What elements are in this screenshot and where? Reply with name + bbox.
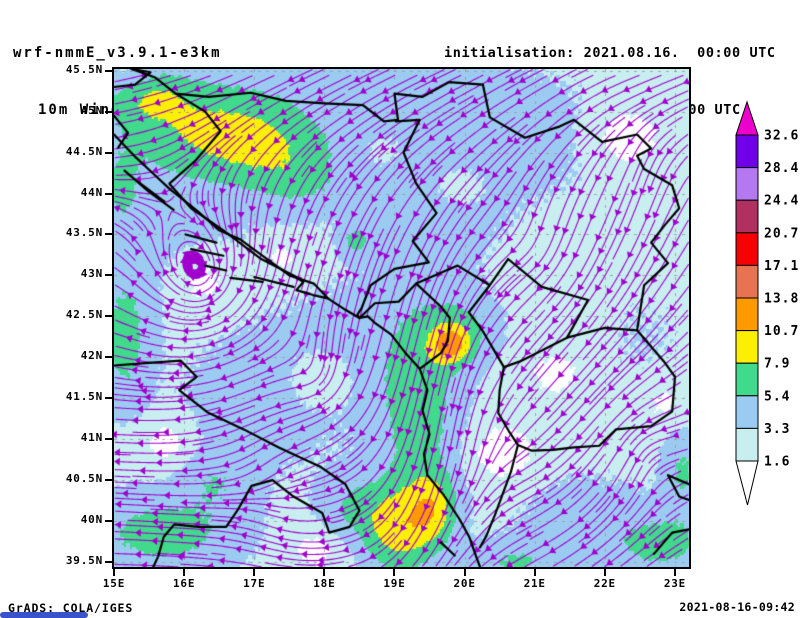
init-time-label: initialisation: 2021.08.16. 00:00 UTC [444, 45, 776, 61]
colorbar-segment [735, 232, 759, 266]
colorbar-taper-bottom [735, 460, 759, 506]
lat-tick-label: 43.5N [65, 226, 103, 240]
lat-tick-label: 40N [80, 513, 103, 527]
lon-tick [393, 569, 396, 576]
lon-tick-label: 15E [102, 577, 126, 590]
colorbar-tick-label: 13.8 [764, 292, 799, 307]
lat-tick-label: 44N [80, 185, 103, 199]
lon-tick [253, 569, 256, 576]
lat-tick-label: 41N [80, 431, 103, 445]
lat-tick [105, 479, 112, 482]
lat-tick [105, 520, 112, 523]
lon-tick-label: 20E [453, 577, 476, 590]
lat-tick [105, 151, 112, 154]
colorbar-segment [735, 330, 759, 364]
lat-tick-label: 43N [80, 267, 103, 281]
map-frame [112, 67, 691, 569]
colorbar-tick-label: 3.3 [764, 422, 790, 437]
colorbar-tick-label: 17.1 [764, 259, 799, 274]
colorbar-segment [735, 427, 759, 462]
colorbar-segment [735, 362, 759, 397]
colorbar-segment [735, 199, 759, 234]
lon-tick [463, 569, 466, 576]
lon-tick [323, 569, 326, 576]
lon-tick [113, 569, 115, 576]
lat-tick-label: 44.5N [65, 144, 103, 158]
lon-tick-label: 16E [172, 577, 196, 590]
lat-tick [105, 233, 112, 236]
colorbar-tick-label: 10.7 [764, 324, 799, 339]
lon-tick-label: 22E [593, 577, 616, 590]
lon-tick [603, 569, 606, 576]
colorbar-tick-label: 32.6 [764, 129, 799, 144]
lat-tick-label: 45.5N [65, 62, 103, 76]
colorbar-tick-label: 7.9 [764, 357, 790, 372]
grads-credit: GrADS: COLA/IGES [8, 601, 134, 615]
lat-tick-label: 42N [80, 349, 103, 363]
lat-tick-label: 42.5N [65, 308, 103, 322]
lon-tick-label: 23E [663, 577, 687, 590]
lat-tick [105, 192, 112, 195]
creation-timestamp: 2021-08-16-09:42 [679, 600, 795, 614]
colorbar-arrow-top [735, 100, 759, 136]
lat-tick [105, 438, 112, 441]
colorbar: 32.6 28.4 24.4 20.7 17.1 13.8 10.7 7.9 5.4 3.3 1.6 [735, 100, 799, 506]
lon-tick-label: 21E [523, 577, 546, 590]
lat-tick-label: 39.5N [65, 554, 103, 568]
wind-streamline-map-canvas [114, 69, 689, 567]
lat-tick-label: 45N [80, 103, 103, 117]
bottom-left-accent-bar [0, 612, 88, 618]
lon-tick [183, 569, 186, 576]
colorbar-segment [735, 167, 759, 201]
lat-tick-label: 41.5N [65, 390, 103, 404]
lon-tick [673, 569, 676, 576]
lat-tick [105, 69, 112, 72]
colorbar-tick-label: 5.4 [764, 389, 790, 404]
lon-tick-label: 18E [313, 577, 336, 590]
colorbar-tick-label: 24.4 [764, 194, 799, 209]
lat-tick [105, 356, 112, 359]
lat-tick [105, 315, 112, 318]
colorbar-tick-label: 1.6 [764, 455, 790, 470]
lat-tick [105, 274, 112, 277]
colorbar-segment [735, 264, 759, 299]
colorbar-segment [735, 134, 759, 169]
lon-tick-label: 17E [243, 577, 266, 590]
model-name: wrf-nmmE_v3.9.1-e3km [13, 45, 222, 61]
lat-tick-label: 40.5N [65, 472, 103, 486]
colorbar-segment [735, 297, 759, 332]
colorbar-tick-label: 20.7 [764, 226, 799, 241]
colorbar-segment [735, 395, 759, 429]
lon-tick-label: 19E [383, 577, 406, 590]
colorbar-tick-label: 28.4 [764, 161, 799, 176]
lon-tick [533, 569, 536, 576]
lat-tick [105, 110, 112, 113]
lat-tick [105, 561, 112, 564]
lat-tick [105, 397, 112, 400]
